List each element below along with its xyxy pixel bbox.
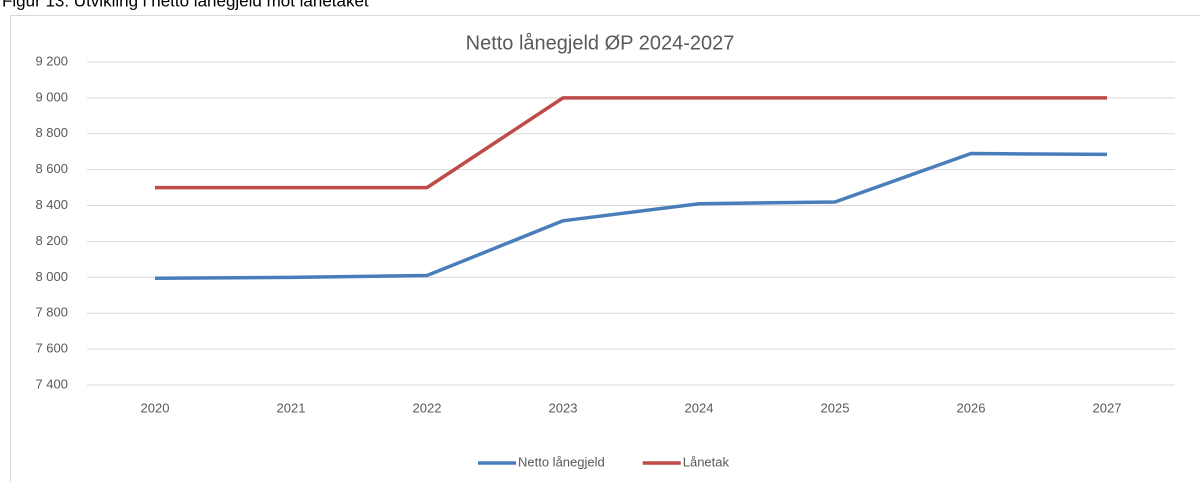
x-tick-label: 2024 xyxy=(685,400,714,415)
y-tick-label: 7 800 xyxy=(35,305,68,320)
x-tick-label: 2026 xyxy=(957,400,986,415)
x-tick-label: 2025 xyxy=(821,400,850,415)
y-tick-label: 9 200 xyxy=(35,53,68,68)
x-tick-label: 2020 xyxy=(141,400,170,415)
y-tick-label: 8 800 xyxy=(35,125,68,140)
series-line xyxy=(155,96,1107,190)
x-tick-label: 2023 xyxy=(549,400,578,415)
legend-label: Netto lånegjeld xyxy=(518,454,605,469)
series-line xyxy=(154,151,1108,280)
y-tick-label: 7 400 xyxy=(35,376,68,391)
chart-title: Netto lånegjeld ØP 2024-2027 xyxy=(466,32,735,54)
y-tick-label: 8 400 xyxy=(35,197,68,212)
chart-frame xyxy=(10,15,1200,482)
caption: Figur 13: Utvikling i netto lånegjeld mo… xyxy=(2,0,369,10)
y-tick-label: 8 000 xyxy=(35,269,68,284)
x-tick-label: 2022 xyxy=(413,400,442,415)
legend-label: Lånetak xyxy=(683,454,730,469)
x-tick-label: 2021 xyxy=(277,400,306,415)
x-tick-label: 2027 xyxy=(1093,400,1122,415)
y-tick-label: 7 600 xyxy=(35,341,68,356)
y-tick-label: 8 600 xyxy=(35,161,68,176)
y-tick-label: 9 000 xyxy=(35,89,68,104)
y-tick-label: 8 200 xyxy=(35,233,68,248)
